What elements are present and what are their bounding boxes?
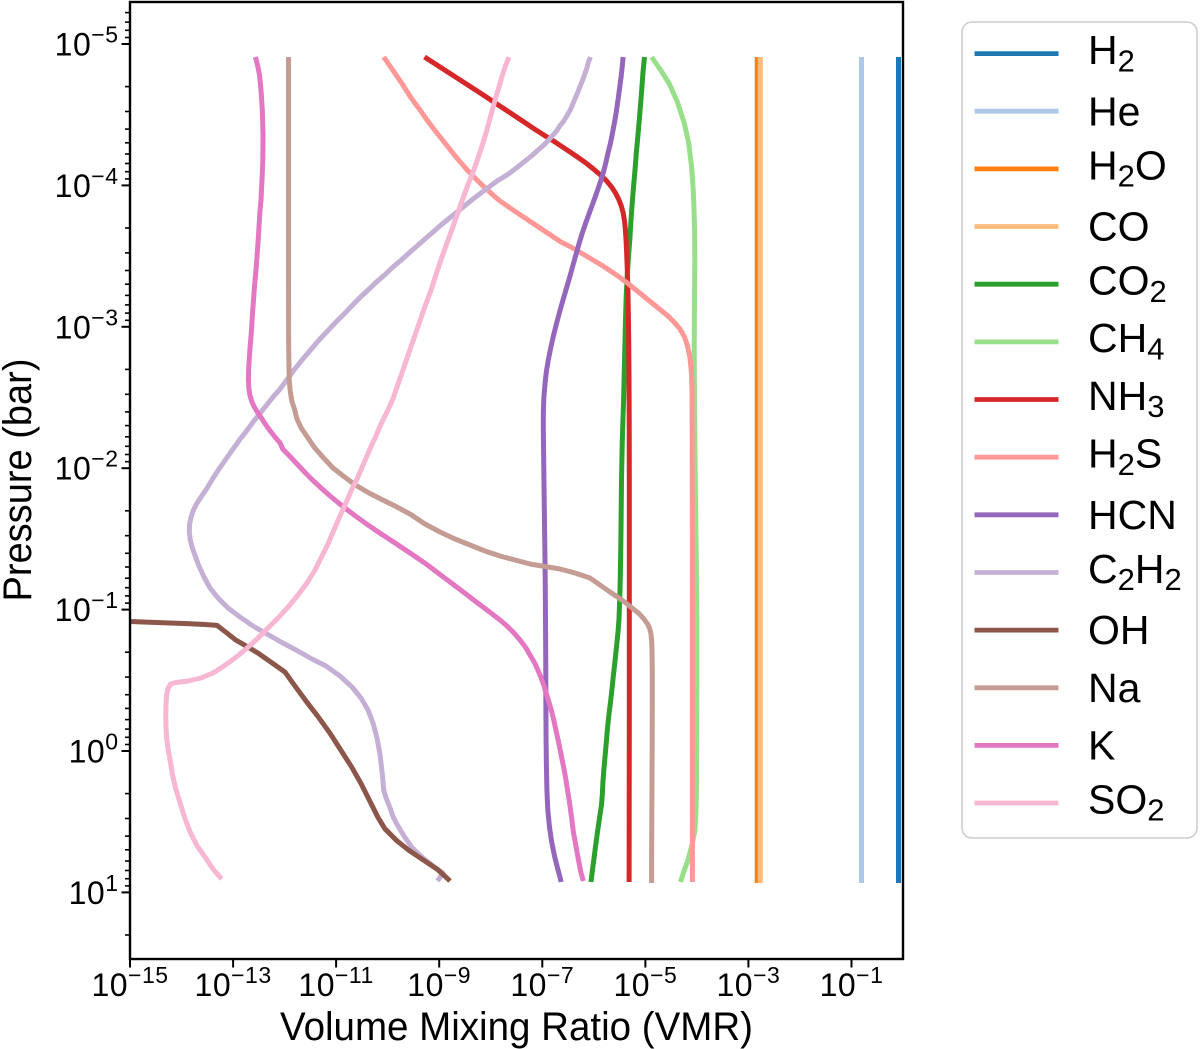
svg-text:100: 100: [69, 729, 119, 770]
svg-text:10−3: 10−3: [716, 962, 780, 1003]
svg-text:Na: Na: [1088, 665, 1141, 711]
svg-text:Volume Mixing Ratio (VMR): Volume Mixing Ratio (VMR): [280, 1005, 753, 1049]
svg-text:OH: OH: [1088, 607, 1150, 653]
svg-text:CO: CO: [1088, 204, 1150, 250]
svg-text:Pressure (bar): Pressure (bar): [0, 359, 40, 602]
svg-text:H2O: H2O: [1088, 142, 1167, 193]
svg-text:HCN: HCN: [1088, 492, 1177, 538]
svg-text:He: He: [1088, 88, 1140, 134]
svg-text:K: K: [1088, 723, 1115, 769]
svg-text:10−2: 10−2: [55, 446, 119, 487]
svg-text:C2H2: C2H2: [1088, 546, 1182, 597]
svg-text:10−5: 10−5: [55, 22, 119, 63]
